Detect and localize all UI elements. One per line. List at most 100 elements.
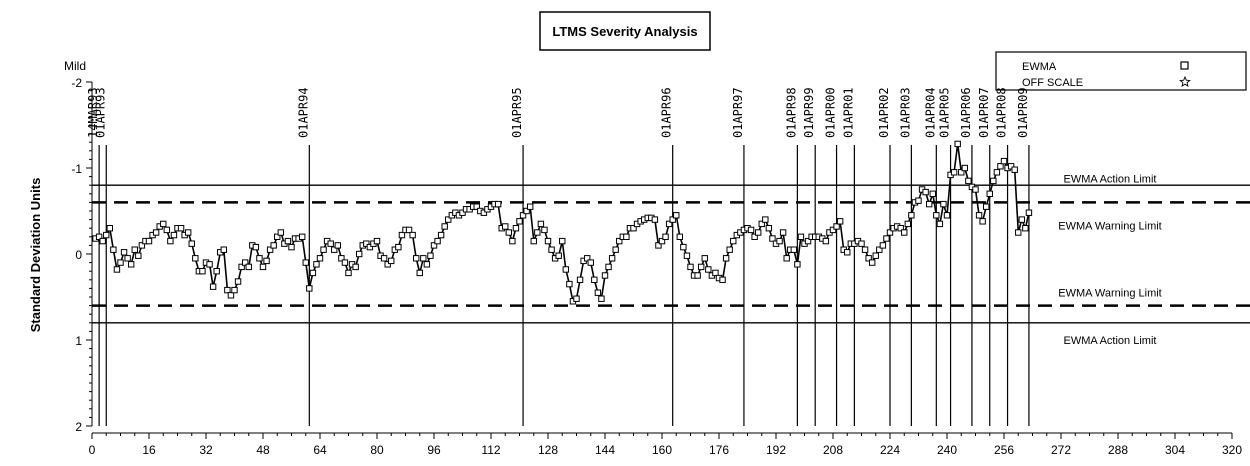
ewma-point bbox=[231, 286, 238, 294]
ewma-point bbox=[302, 259, 309, 266]
y-tick-label: -1 bbox=[71, 162, 82, 176]
ewma-point bbox=[1011, 166, 1018, 173]
ewma-point bbox=[117, 259, 124, 266]
ewma-point bbox=[238, 263, 245, 271]
date-marker-label: 01APR93 bbox=[93, 87, 107, 138]
date-marker-label: 01APR04 bbox=[923, 87, 937, 138]
ewma-point bbox=[601, 272, 609, 279]
ewma-point bbox=[259, 263, 267, 271]
ewma-point bbox=[473, 203, 480, 210]
ewma-point bbox=[338, 255, 345, 262]
ewma-point bbox=[769, 235, 776, 242]
x-tick-label: 96 bbox=[427, 443, 441, 457]
ewma-point bbox=[220, 246, 228, 253]
ewma-point bbox=[925, 200, 933, 208]
ewma-point bbox=[306, 285, 313, 292]
ewma-point bbox=[616, 237, 623, 245]
ewma-point bbox=[915, 197, 922, 204]
y-tick-label: -2 bbox=[71, 76, 82, 90]
ewma-point bbox=[1025, 209, 1033, 216]
ewma-point bbox=[655, 242, 662, 249]
ewma-point bbox=[958, 169, 965, 176]
ewma-point bbox=[106, 225, 114, 232]
ewma-point bbox=[423, 261, 431, 268]
ewma-series bbox=[92, 140, 1033, 305]
ewma-point bbox=[277, 229, 285, 236]
ewma-point bbox=[680, 243, 687, 251]
ewma-point bbox=[982, 203, 990, 210]
ewma-point bbox=[726, 246, 733, 253]
legend-frame bbox=[995, 51, 1247, 91]
ewma-point bbox=[245, 263, 252, 271]
x-tick-label: 320 bbox=[1222, 443, 1242, 457]
ewma-point bbox=[794, 261, 801, 268]
ewma-point bbox=[388, 257, 395, 265]
ewma-point bbox=[573, 295, 580, 302]
y-tick-label: 2 bbox=[75, 420, 82, 434]
ewma-point bbox=[184, 229, 192, 236]
ewma-point bbox=[566, 280, 573, 288]
y-axis-label: Standard Deviation Units bbox=[28, 178, 43, 333]
ewma-point bbox=[997, 163, 1004, 170]
ewma-point bbox=[284, 237, 292, 245]
ewma-point bbox=[908, 212, 915, 219]
ewma-point bbox=[965, 177, 972, 185]
ewma-point bbox=[1000, 157, 1008, 165]
x-tick-label: 192 bbox=[766, 443, 786, 457]
ewma-point bbox=[897, 225, 904, 232]
ewma-point bbox=[697, 263, 705, 271]
ewma-point bbox=[559, 237, 566, 245]
ewma-point bbox=[940, 200, 947, 208]
ewma-point bbox=[1022, 225, 1029, 232]
ewma-point bbox=[605, 263, 612, 271]
ewma-point bbox=[135, 252, 142, 259]
ewma-point bbox=[334, 242, 342, 249]
ewma-point bbox=[701, 255, 708, 262]
ewma-point bbox=[576, 276, 584, 284]
ewma-point bbox=[961, 164, 969, 172]
ewma-point bbox=[658, 237, 666, 245]
ewma-point bbox=[213, 268, 220, 275]
ewma-point bbox=[562, 266, 570, 273]
ewma-point bbox=[355, 250, 363, 258]
ewma-point bbox=[505, 229, 513, 236]
date-marker-label: 01APR94 bbox=[296, 87, 310, 138]
ewma-point bbox=[160, 220, 167, 228]
ewma-point bbox=[530, 237, 537, 245]
y-top-annotation: Mild bbox=[64, 59, 86, 73]
x-tick-label: 32 bbox=[199, 443, 213, 457]
ewma-point bbox=[252, 243, 260, 251]
ewma-point bbox=[95, 233, 103, 241]
ewma-point bbox=[224, 286, 231, 294]
date-marker-label: 01APR05 bbox=[938, 87, 952, 138]
ewma-point bbox=[113, 266, 121, 273]
ewma-point bbox=[904, 220, 912, 228]
ewma-point bbox=[1015, 229, 1022, 236]
ewma-point bbox=[373, 237, 381, 245]
x-tick-label: 128 bbox=[538, 443, 558, 457]
ewma-point bbox=[879, 242, 887, 249]
x-tick-label: 112 bbox=[481, 443, 500, 457]
ewma-point bbox=[886, 229, 894, 236]
ewma-point bbox=[288, 243, 295, 251]
ewma-point bbox=[516, 218, 523, 225]
ewma-line bbox=[95, 143, 1030, 303]
ewma-point bbox=[384, 261, 391, 268]
x-tick-label: 0 bbox=[89, 443, 96, 457]
ewma-point bbox=[722, 255, 730, 262]
ewma-point bbox=[975, 212, 983, 219]
ewma-point bbox=[779, 229, 787, 236]
ewma-point bbox=[544, 237, 552, 245]
ewma-point bbox=[591, 276, 598, 284]
ewma-point bbox=[986, 190, 993, 198]
ewma-point bbox=[313, 261, 320, 268]
ewma-point bbox=[177, 225, 185, 232]
date-marker-label: 01APR06 bbox=[959, 87, 973, 138]
ewma-point bbox=[541, 226, 548, 234]
ewma-point bbox=[829, 226, 837, 234]
ewma-point bbox=[758, 220, 765, 228]
legend-label: EWMA bbox=[1022, 61, 1057, 73]
axes: 0 16 32 48 64 80 96 112 128 144 160 176 192 208 224 240… bbox=[71, 76, 1242, 457]
date-marker-label: 01APR07 bbox=[977, 87, 991, 138]
